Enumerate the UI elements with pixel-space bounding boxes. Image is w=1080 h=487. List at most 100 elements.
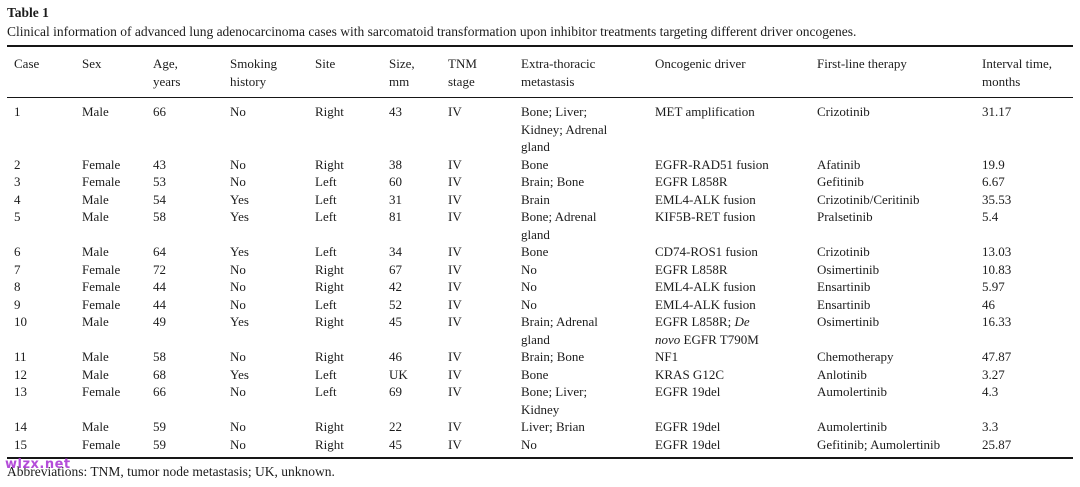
cell-size: 31: [389, 191, 402, 207]
cell-tnm-stage: IV: [448, 366, 462, 382]
cell-extra-thoracic-metastasis: Bone: [521, 244, 549, 259]
cell-site: Left: [315, 366, 337, 382]
cell-smoking-history: No: [230, 279, 246, 294]
cell-oncogenic-driver: NF1: [655, 349, 679, 364]
cell-size: 45: [389, 436, 402, 452]
column-header-tnm-stage: TNM stage: [441, 46, 514, 98]
cell-first-line-therapy: Crizotinib: [817, 104, 870, 119]
cell-sex: Female: [82, 296, 121, 312]
cell-size: 67: [389, 261, 402, 277]
cell-age: 43: [153, 156, 166, 172]
cell-extra-thoracic-metastasis: Bone; Liver; Kidney: [521, 384, 588, 417]
table-row: 6 Male 64 Yes Left 34 IV Bone CD74-ROS1 fusion Cr…: [7, 243, 1073, 261]
cell-age: 49: [153, 314, 166, 329]
cell-extra-thoracic-metastasis: No: [521, 436, 537, 452]
cell-oncogenic-driver: EGFR 19del: [655, 384, 721, 399]
column-header-extra-thoracic-metastasis: Extra-thoracic metastasis: [514, 46, 648, 98]
cell-site: Right: [315, 349, 344, 364]
cell-oncogenic-driver: CD74-ROS1 fusion: [655, 244, 758, 259]
cell-age: 44: [153, 296, 166, 312]
cell-sex: Male: [82, 314, 109, 329]
column-header-case: Case: [7, 46, 75, 98]
cell-site: Right: [315, 104, 344, 119]
table-row: 2 Female 43 No Right 38 IV Bone EGFR-RAD51 fusio…: [7, 156, 1073, 174]
cell-case: 13: [14, 384, 27, 399]
cell-oncogenic-driver: EGFR L858R: [655, 174, 728, 189]
cell-sex: Female: [82, 156, 121, 172]
cell-case: 8: [14, 279, 21, 294]
cell-tnm-stage: IV: [448, 349, 462, 364]
cell-extra-thoracic-metastasis: No: [521, 296, 537, 312]
cell-size: 34: [389, 244, 402, 259]
cell-extra-thoracic-metastasis: Brain; Adrenal gland: [521, 314, 598, 347]
table-caption: Clinical information of advanced lung ad…: [7, 24, 857, 39]
cell-smoking-history: No: [230, 174, 246, 189]
cell-age: 59: [153, 419, 166, 434]
cell-site: Left: [315, 174, 337, 189]
cell-first-line-therapy: Aumolertinib: [817, 419, 888, 434]
cell-sex: Female: [82, 261, 121, 277]
cell-extra-thoracic-metastasis: No: [521, 261, 537, 277]
cell-tnm-stage: IV: [448, 209, 462, 224]
cell-interval-time: 13.03: [982, 244, 1012, 259]
cell-extra-thoracic-metastasis: Bone: [521, 156, 549, 172]
cell-first-line-therapy: Crizotinib: [817, 244, 870, 259]
cell-case: 3: [14, 174, 21, 189]
cell-tnm-stage: IV: [448, 279, 462, 294]
cell-sex: Male: [82, 244, 109, 259]
cell-age: 58: [153, 209, 166, 224]
cell-site: Left: [315, 384, 337, 399]
table-title: Table 1: [7, 5, 49, 20]
cell-smoking-history: No: [230, 349, 246, 364]
cell-extra-thoracic-metastasis: Liver; Brian: [521, 419, 585, 434]
cell-oncogenic-driver: EGFR 19del: [655, 436, 721, 452]
cell-smoking-history: Yes: [230, 209, 249, 224]
clinical-data-table: Case Sex Age, years Smoking history Site Size…: [7, 45, 1073, 459]
cell-smoking-history: No: [230, 419, 246, 434]
cell-interval-time: 6.67: [982, 174, 1005, 189]
cell-smoking-history: No: [230, 296, 246, 312]
cell-oncogenic-driver: EGFR 19del: [655, 419, 721, 434]
cell-interval-time: 25.87: [982, 436, 1012, 452]
table-row: 1 Male 66 No Right 43 IV Bone; Liver; Kidney; A…: [7, 98, 1073, 156]
cell-first-line-therapy: Afatinib: [817, 156, 861, 172]
cell-first-line-therapy: Chemotherapy: [817, 349, 894, 364]
cell-first-line-therapy: Aumolertinib: [817, 384, 888, 399]
cell-smoking-history: Yes: [230, 314, 249, 329]
cell-sex: Female: [82, 174, 121, 189]
cell-age: 68: [153, 366, 166, 382]
column-header-interval-time: Interval time, months: [975, 46, 1073, 98]
cell-tnm-stage: IV: [448, 244, 462, 259]
cell-first-line-therapy: Gefitinib; Aumolertinib: [817, 436, 941, 452]
cell-size: 81: [389, 209, 402, 224]
cell-oncogenic-driver: KRAS G12C: [655, 366, 724, 382]
cell-extra-thoracic-metastasis: No: [521, 279, 537, 294]
cell-site: Left: [315, 296, 337, 312]
cell-extra-thoracic-metastasis: Bone; Liver; Kidney; Adrenal gland: [521, 104, 608, 154]
cell-tnm-stage: IV: [448, 156, 462, 172]
cell-interval-time: 16.33: [982, 314, 1012, 329]
cell-smoking-history: Yes: [230, 366, 249, 382]
cell-size: 52: [389, 296, 402, 312]
table-row: 7 Female 72 No Right 67 IV No EGFR L858R Osimerti…: [7, 261, 1073, 279]
cell-case: 7: [14, 261, 21, 277]
cell-case: 14: [14, 419, 27, 434]
cell-sex: Male: [82, 349, 109, 364]
cell-size: 38: [389, 156, 402, 172]
cell-first-line-therapy: Ensartinib: [817, 296, 871, 312]
table-row: 11 Male 58 No Right 46 IV Brain; Bone NF1 Chemoth…: [7, 348, 1073, 366]
cell-oncogenic-driver: EML4-ALK fusion: [655, 296, 756, 312]
cell-interval-time: 5.97: [982, 279, 1005, 294]
table-row: 9 Female 44 No Left 52 IV No EML4-ALK fusion Ensa…: [7, 296, 1073, 314]
cell-case: 4: [14, 191, 21, 207]
cell-first-line-therapy: Osimertinib: [817, 314, 880, 329]
table-row: 10 Male 49 Yes Right 45 IV Brain; Adrenal gland…: [7, 313, 1073, 348]
cell-sex: Male: [82, 209, 109, 224]
cell-site: Right: [315, 156, 344, 172]
cell-size: 42: [389, 279, 402, 294]
cell-smoking-history: No: [230, 156, 246, 172]
cell-oncogenic-driver: EGFR L858R; De novo EGFR T790M: [655, 314, 759, 347]
cell-interval-time: 19.9: [982, 156, 1005, 172]
cell-tnm-stage: IV: [448, 191, 462, 207]
